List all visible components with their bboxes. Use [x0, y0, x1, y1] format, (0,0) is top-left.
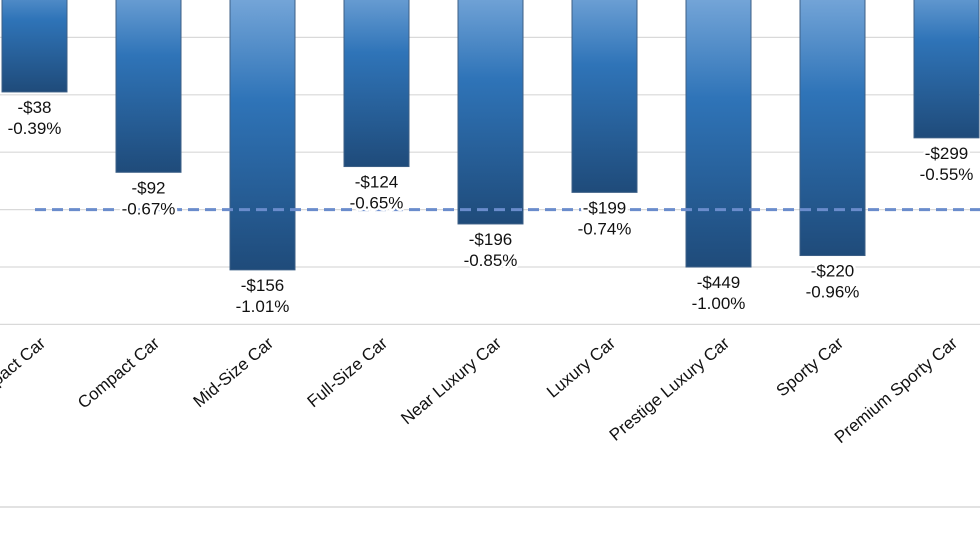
dollar-label: -$38 — [17, 98, 51, 117]
category-label: Compact Car — [74, 333, 163, 412]
dollar-label: -$124 — [355, 173, 398, 192]
percent-label: -0.65% — [350, 194, 404, 213]
percent-label: -0.96% — [806, 283, 860, 302]
category-label: Mid-Size Car — [190, 333, 278, 411]
bar — [115, 0, 182, 173]
category-label: Premium Sporty Car — [831, 333, 961, 447]
percent-label: -1.00% — [692, 294, 746, 313]
bar — [799, 0, 866, 257]
bars — [1, 0, 980, 271]
percent-label: -1.01% — [236, 297, 290, 316]
dollar-label: -$199 — [583, 198, 626, 217]
bar — [913, 0, 980, 139]
category-labels: Subcompact Car Compact Car Mid-Size Car Ful… — [0, 333, 961, 447]
category-label: Sporty Car — [773, 333, 848, 400]
bar — [685, 0, 752, 268]
dollar-label: -$220 — [811, 262, 854, 281]
category-label: Prestige Luxury Car — [606, 333, 734, 444]
percent-label: -0.85% — [464, 251, 518, 270]
dollar-label: -$92 — [131, 178, 165, 197]
percent-label: -0.39% — [8, 119, 62, 138]
category-label: Near Luxury Car — [397, 333, 505, 428]
bar — [343, 0, 410, 168]
bar — [457, 0, 524, 225]
category-label: Luxury Car — [543, 333, 619, 401]
percent-label: -0.55% — [920, 165, 974, 184]
data-labels: -$38 -0.39% -$92 -0.67% -$156 -1.01% -$124 -0.6… — [5, 95, 976, 318]
bar — [229, 0, 296, 271]
dollar-label: -$156 — [241, 276, 284, 295]
category-label: Full-Size Car — [304, 333, 392, 411]
category-label: Subcompact Car — [0, 333, 49, 429]
dollar-label: -$196 — [469, 230, 512, 249]
dollar-label: -$449 — [697, 273, 740, 292]
percent-label: -0.74% — [578, 219, 632, 238]
percent-label: -0.67% — [122, 199, 176, 218]
bar — [571, 0, 638, 193]
bar — [1, 0, 68, 93]
dollar-label: -$299 — [925, 144, 968, 163]
